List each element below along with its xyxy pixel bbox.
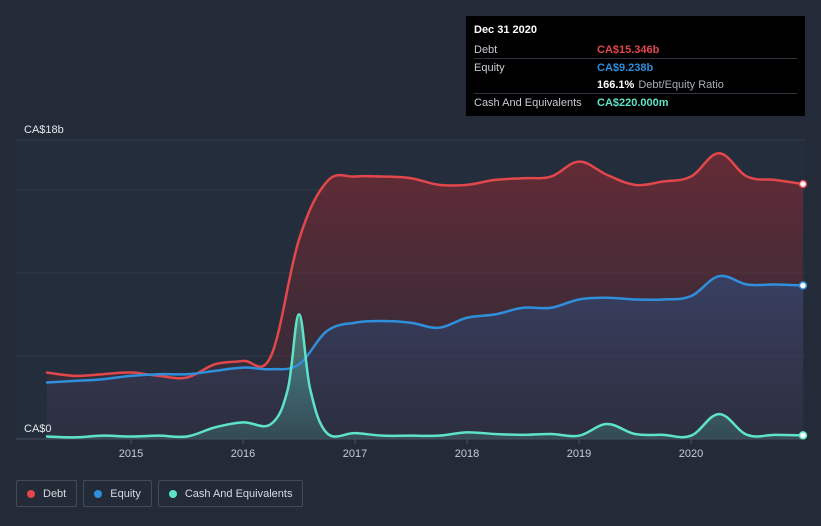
x-tick-label-2015: 2015 (119, 448, 143, 460)
tooltip-debt-label: Debt (474, 43, 498, 56)
equity-end-marker (798, 281, 808, 290)
legend-item-debt[interactable]: Debt (16, 480, 78, 507)
tooltip-ratio-label: Debt/Equity Ratio (638, 78, 724, 91)
legend-item-cash[interactable]: Cash And Equivalents (157, 480, 304, 507)
cash-end-marker (798, 431, 808, 440)
legend-dot-cash (168, 489, 177, 498)
tooltip-date: Dec 31 2020 (474, 24, 537, 36)
tooltip-panel: Dec 31 2020 Debt CA$15.346b Equity CA$9.… (466, 16, 805, 116)
tooltip-cash-label: Cash And Equivalents (474, 96, 582, 109)
equity-area (47, 275, 803, 439)
legend-label-equity: Equity (110, 487, 141, 500)
x-tick-label-2018: 2018 (455, 448, 479, 460)
debt-series-line (45, 152, 805, 380)
tooltip-row-cash: Cash And Equivalents CA$220.000m (474, 93, 797, 111)
tooltip-cash-value: CA$220.000m (597, 96, 669, 109)
tooltip-row-equity: Equity CA$9.238b (474, 58, 797, 76)
tooltip-debt-value: CA$15.346b (597, 43, 660, 56)
tooltip-row-ratio: 166.1% Debt/Equity Ratio (474, 76, 797, 93)
cash-area (47, 314, 803, 439)
debt-end-marker (798, 179, 808, 189)
legend-dot-equity (94, 489, 103, 498)
tooltip-row-debt: Debt CA$15.346b (474, 41, 797, 58)
x-tick-label-2019: 2019 (567, 448, 591, 460)
x-tick-label-2016: 2016 (231, 448, 255, 460)
cash-series-line (45, 313, 805, 439)
y-axis-top-label: CA$18b (24, 124, 64, 136)
tooltip-equity-value: CA$9.238b (597, 61, 654, 74)
legend-dot-debt (27, 489, 35, 498)
y-axis-bottom-label: CA$0 (24, 423, 52, 435)
legend-item-equity[interactable]: Equity (83, 480, 152, 507)
tooltip-equity-label: Equity (474, 61, 505, 74)
chart-legend: Debt Equity Cash And Equivalents (16, 480, 304, 507)
x-tick-label-2020: 2020 (679, 448, 703, 460)
tooltip-ratio-value: 166.1% (597, 78, 635, 91)
x-tick-label-2017: 2017 (343, 448, 367, 460)
equity-series-line (45, 274, 805, 384)
legend-label-cash: Cash And Equivalents (184, 487, 293, 500)
legend-label-debt: Debt (43, 487, 67, 500)
